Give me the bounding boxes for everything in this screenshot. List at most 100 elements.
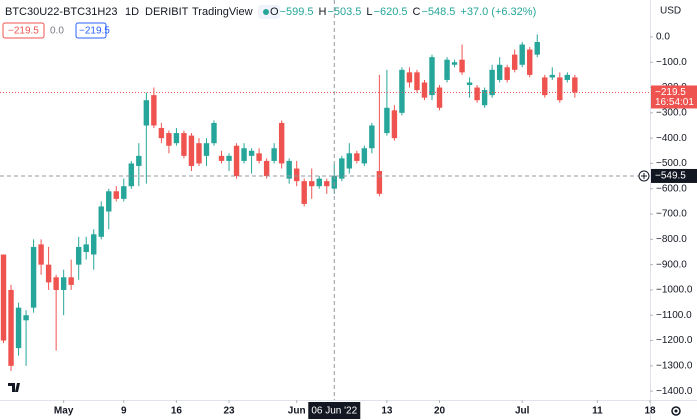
candle-body xyxy=(121,186,127,199)
candle-body xyxy=(564,74,571,80)
interval: 1D xyxy=(125,6,139,18)
candle-body xyxy=(271,148,277,161)
candle-body xyxy=(263,160,270,177)
candle-body xyxy=(68,277,74,285)
candle-body xyxy=(474,87,480,101)
price-box xyxy=(2,22,45,39)
candle-body xyxy=(376,171,383,194)
candle-body xyxy=(143,100,150,126)
candle-body xyxy=(0,254,7,341)
x-tick-label: 13 xyxy=(381,406,393,417)
x-tick-label: 11 xyxy=(592,406,603,417)
candle-body xyxy=(414,72,420,91)
countdown: 16:54:01 xyxy=(655,97,694,108)
ohlc-value: −548.5 xyxy=(421,6,455,18)
candle-body xyxy=(128,163,135,187)
candle-body xyxy=(542,77,548,96)
candle-body xyxy=(218,155,225,161)
candle-body xyxy=(324,181,330,187)
y-tick-label: −1300.0 xyxy=(656,360,693,371)
x-tick-label: May xyxy=(54,406,74,417)
price-box-text: 0.0 xyxy=(50,26,64,37)
exchange: DERIBIT xyxy=(145,6,189,18)
candle-body xyxy=(346,153,353,169)
candle-body xyxy=(188,135,195,166)
candle-body xyxy=(151,95,157,126)
candle-body xyxy=(421,82,428,98)
candle-body xyxy=(496,64,503,80)
candle-body xyxy=(226,155,232,161)
price-box-text: −219.5 xyxy=(8,26,39,37)
ohlc-label: O xyxy=(270,6,279,18)
candle-body xyxy=(45,264,52,283)
candle-body xyxy=(211,122,217,144)
y-tick-label: −600.0 xyxy=(656,183,687,194)
candle-body xyxy=(113,191,119,199)
candle-body xyxy=(158,128,165,139)
crosshair-y-box xyxy=(651,168,697,183)
settings-icon[interactable] xyxy=(671,406,681,416)
candle-body xyxy=(241,148,247,161)
candle-body xyxy=(75,246,82,265)
ohlc-label: C xyxy=(413,6,421,18)
candle-body xyxy=(136,155,142,166)
candle-body xyxy=(489,69,495,96)
y-tick-label: −1400.0 xyxy=(656,386,693,397)
change: +37.0 (+6.32%) xyxy=(460,6,536,18)
candle-body xyxy=(459,59,465,73)
candle-body xyxy=(248,150,255,156)
candle-body xyxy=(181,133,187,156)
y-tick-label: −100.0 xyxy=(656,57,687,68)
candle-body xyxy=(534,41,540,55)
crosshair-x-label: 06 Jun '22 xyxy=(311,406,357,417)
y-tick-label: −800.0 xyxy=(656,234,687,245)
y-tick-label: −500.0 xyxy=(656,158,687,169)
candle-body xyxy=(451,62,458,65)
candle-body xyxy=(196,143,202,164)
ohlc-value: −503.5 xyxy=(327,6,361,18)
candle-body xyxy=(8,289,14,366)
candle-body xyxy=(339,158,345,179)
x-tick-label: 9 xyxy=(121,406,127,417)
candle-body xyxy=(519,44,525,65)
candle-body xyxy=(233,145,240,177)
last-price-box xyxy=(651,85,697,109)
candle-body xyxy=(91,234,97,255)
candle-body xyxy=(369,125,375,149)
ohlc-label: H xyxy=(319,6,327,18)
candle-body xyxy=(361,148,368,164)
y-tick-label: −1000.0 xyxy=(656,285,693,296)
candle-body xyxy=(557,77,563,101)
add-alert-plus xyxy=(641,172,647,179)
x-tick-label: Jun xyxy=(288,406,306,417)
y-tick-label: −900.0 xyxy=(656,259,687,270)
candle-body xyxy=(278,122,285,164)
candle-body xyxy=(504,67,510,80)
y-tick-label: −700.0 xyxy=(656,209,687,220)
candle-body xyxy=(511,54,518,70)
candle-body xyxy=(286,160,292,179)
candle-body xyxy=(53,277,59,290)
candle-body xyxy=(406,72,413,83)
x-tick-label: Jul xyxy=(515,406,530,417)
eye-dot xyxy=(263,9,269,15)
candle-body xyxy=(384,107,390,134)
candle-body xyxy=(481,90,488,106)
y-tick-label: −1200.0 xyxy=(656,335,693,346)
candle-body xyxy=(15,307,22,349)
candle-body xyxy=(256,153,262,161)
tv-logo xyxy=(6,378,26,396)
source: TradingView xyxy=(192,6,253,18)
crosshair-y-label: −549.5 xyxy=(655,171,686,182)
candle-body xyxy=(60,277,67,290)
candle-body xyxy=(301,181,307,204)
candle-body xyxy=(30,246,37,308)
ohlc-label: L xyxy=(366,6,372,18)
y-tick-label: −1100.0 xyxy=(656,310,692,321)
crosshair-x-box xyxy=(308,402,361,419)
candle-body xyxy=(354,153,360,161)
axis-unit: USD xyxy=(660,6,681,17)
x-tick-label: 18 xyxy=(644,406,656,417)
